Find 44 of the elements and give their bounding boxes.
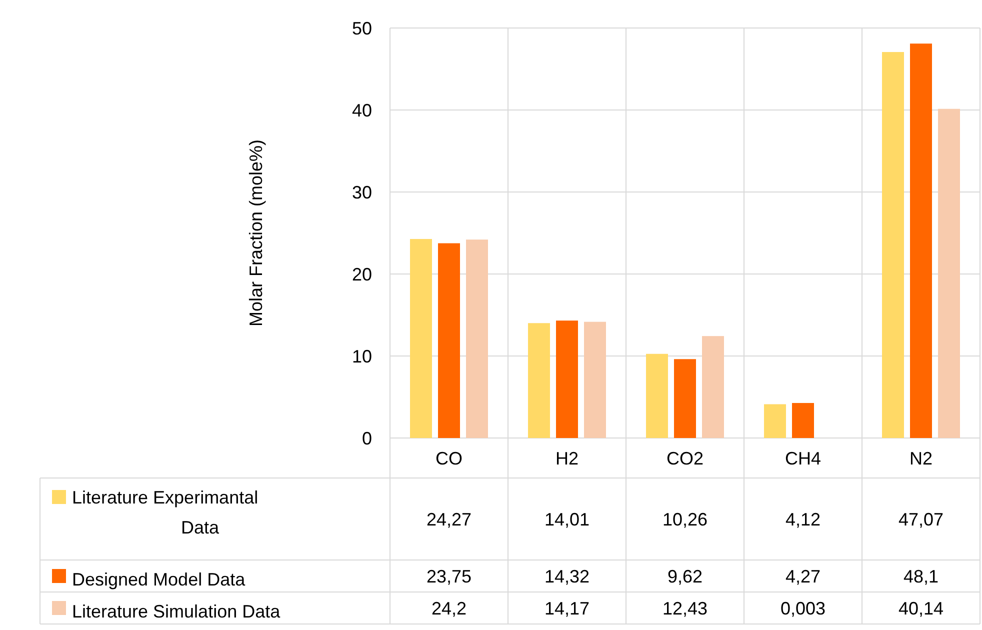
y-axis-title: Molar Fraction (mole%) [246,139,266,327]
data-label: 24,2 [431,598,467,618]
bar [646,354,668,438]
x-tick-label: N2 [909,448,933,468]
bar [792,402,814,438]
y-tick-label: 30 [352,182,372,202]
bar [556,320,578,438]
bar [674,359,696,438]
bar [882,52,904,438]
x-tick-label: H2 [555,448,579,468]
x-tick-label: CO [436,448,462,468]
data-label: 9,62 [667,566,703,586]
data-label: 14,32 [544,566,590,586]
data-label: 14,01 [544,509,590,530]
y-tick-label: 0 [362,428,372,448]
data-label: 40,14 [898,598,944,618]
data-label: 48,1 [903,566,939,586]
bar [584,322,606,438]
y-tick-label: 20 [352,264,372,284]
bar [410,238,432,438]
y-tick-label: 50 [352,18,372,38]
legend-label: Literature Simulation Data [72,601,282,622]
bar [702,336,724,438]
data-label: 12,43 [662,598,708,618]
data-label: 0,003 [780,598,826,618]
y-tick-label: 10 [352,346,372,366]
bar [938,108,960,438]
data-label: 23,75 [426,566,472,586]
data-label: 47,07 [898,509,944,530]
y-tick-label: 40 [352,100,372,120]
x-tick-label: CO2 [666,448,704,468]
data-label: 4,27 [785,566,821,586]
bar [764,404,786,438]
bar [466,240,488,438]
data-label: 14,17 [544,598,590,618]
data-label: 10,26 [662,509,708,530]
legend-label: Literature Experimantal Data [72,487,258,538]
bar [528,323,550,438]
data-label: 24,27 [426,509,472,530]
bar [910,44,932,438]
bar [438,243,460,438]
data-label: 4,12 [785,509,821,530]
x-tick-label: CH4 [784,448,822,468]
legend-label: Designed Model Data [72,569,246,590]
